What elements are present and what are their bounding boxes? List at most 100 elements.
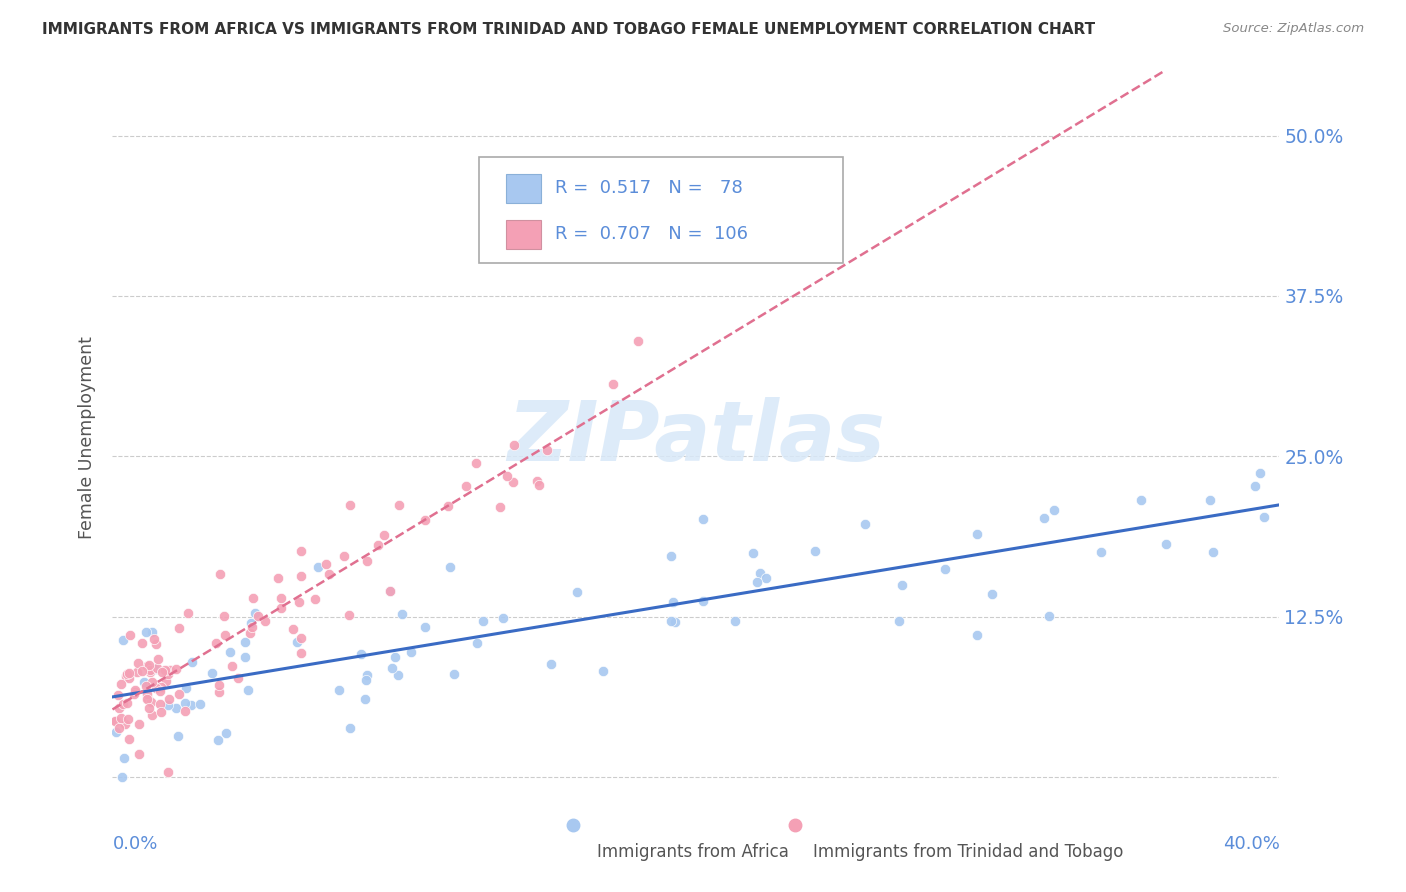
Point <box>138 658 160 673</box>
Point <box>270 591 292 605</box>
Point <box>155 664 177 678</box>
Point <box>226 671 249 685</box>
Text: 40.0%: 40.0% <box>1223 835 1279 853</box>
Point <box>749 566 772 581</box>
Point <box>159 663 181 677</box>
Point <box>243 606 266 620</box>
Point <box>112 751 135 765</box>
Point <box>177 606 200 620</box>
Point <box>150 665 173 680</box>
Point <box>136 687 159 701</box>
Point <box>755 570 778 584</box>
Point <box>145 637 167 651</box>
Text: Immigrants from Africa: Immigrants from Africa <box>596 843 789 861</box>
Point <box>141 624 163 639</box>
Point <box>592 665 614 679</box>
Point <box>127 665 149 679</box>
Point <box>391 607 413 621</box>
Point <box>115 667 138 681</box>
Point <box>145 681 167 695</box>
Point <box>281 622 304 636</box>
Point <box>208 685 231 699</box>
Point <box>489 500 512 514</box>
Point <box>110 677 132 691</box>
Point <box>107 688 129 702</box>
Point <box>464 456 486 470</box>
Point <box>115 668 138 682</box>
Point <box>387 668 409 682</box>
Text: ZIPatlas: ZIPatlas <box>508 397 884 477</box>
Point <box>380 584 402 599</box>
Point <box>114 717 136 731</box>
Point <box>139 665 162 680</box>
Point <box>165 701 187 715</box>
Point <box>803 544 825 558</box>
Point <box>117 712 139 726</box>
Point <box>167 621 190 635</box>
Point <box>384 649 406 664</box>
Point <box>128 747 150 762</box>
Point <box>540 657 562 671</box>
Point <box>890 577 912 591</box>
Point <box>120 628 142 642</box>
Point <box>304 591 326 606</box>
Point <box>339 498 361 512</box>
Text: 0.0%: 0.0% <box>112 835 157 853</box>
Point <box>627 334 650 348</box>
Point <box>156 765 179 780</box>
Text: R =  0.707   N =  106: R = 0.707 N = 106 <box>555 225 748 244</box>
Point <box>270 600 292 615</box>
Point <box>471 614 494 628</box>
Point <box>415 620 437 634</box>
Point <box>742 546 765 560</box>
Point <box>214 628 236 642</box>
Point <box>105 714 128 728</box>
Point <box>966 527 988 541</box>
Point <box>454 478 477 492</box>
Point <box>692 512 714 526</box>
Point <box>149 680 172 694</box>
Point <box>155 673 177 688</box>
Point <box>124 685 146 699</box>
Point <box>745 574 768 589</box>
Point <box>143 632 166 646</box>
Point <box>131 636 153 650</box>
Point <box>157 698 180 712</box>
Point <box>157 691 180 706</box>
Point <box>136 692 159 706</box>
Point <box>254 614 277 628</box>
Point <box>139 695 162 709</box>
Point <box>115 696 138 710</box>
Point <box>602 377 624 392</box>
Point <box>135 679 157 693</box>
Point <box>124 683 146 698</box>
Point <box>350 647 373 661</box>
Point <box>503 438 526 452</box>
Point <box>465 635 488 649</box>
Point <box>664 615 686 629</box>
Point <box>242 591 264 605</box>
Point <box>141 674 163 689</box>
Point <box>1253 510 1275 524</box>
Point <box>290 631 312 645</box>
Point <box>287 595 309 609</box>
Point <box>1090 544 1112 558</box>
Point <box>378 583 401 598</box>
Point <box>1043 503 1066 517</box>
Point <box>105 725 128 739</box>
Point <box>1244 479 1267 493</box>
Point <box>267 571 290 585</box>
Point <box>233 650 256 665</box>
Point <box>367 538 389 552</box>
Point <box>146 661 169 675</box>
Point <box>174 704 197 718</box>
Point <box>356 673 378 688</box>
Point <box>1249 466 1271 480</box>
Point <box>1038 609 1060 624</box>
Text: IMMIGRANTS FROM AFRICA VS IMMIGRANTS FROM TRINIDAD AND TOBAGO FEMALE UNEMPLOYMEN: IMMIGRANTS FROM AFRICA VS IMMIGRANTS FRO… <box>42 22 1095 37</box>
Point <box>136 692 159 706</box>
Point <box>207 733 229 747</box>
Point <box>174 681 197 695</box>
Point <box>118 671 141 685</box>
Point <box>111 770 134 784</box>
